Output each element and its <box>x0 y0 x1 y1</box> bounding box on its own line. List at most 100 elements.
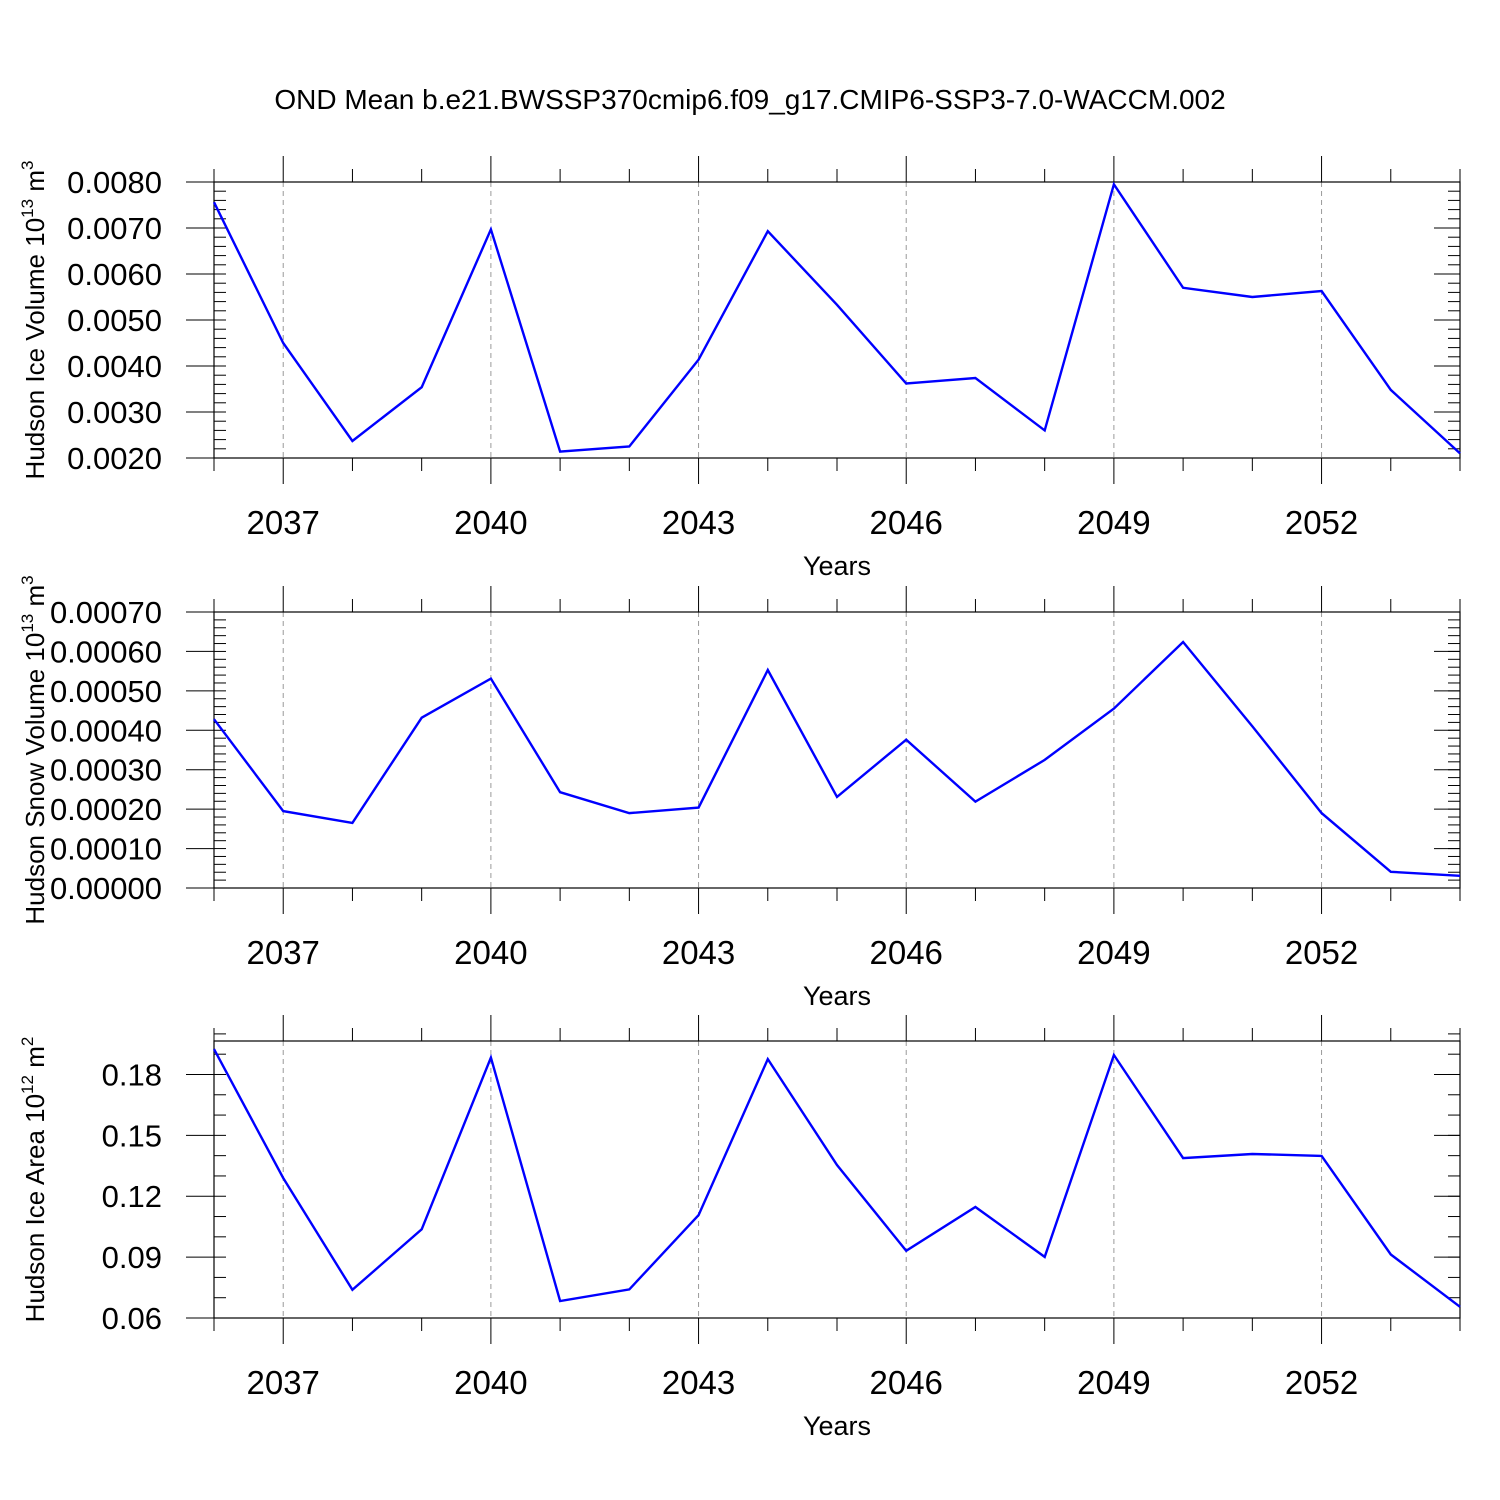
y-tick-label: 0.0060 <box>67 257 162 292</box>
data-point <box>697 1214 699 1216</box>
x-tick-label: 2049 <box>1077 934 1150 971</box>
x-tick-label: 2040 <box>454 934 527 971</box>
y-axis-label: Hudson Ice Volume 1013 m3 <box>18 161 50 480</box>
figure-title: OND Mean b.e21.BWSSP370cmip6.f09_g17.CMI… <box>274 84 1225 115</box>
data-point <box>1251 1153 1253 1155</box>
y-tick-label: 0.0040 <box>67 349 162 384</box>
y-tick-label: 0.12 <box>102 1179 162 1214</box>
y-tick-label: 0.0070 <box>67 211 162 246</box>
x-tick-label: 2049 <box>1077 1364 1150 1401</box>
y-tick-label: 0.0080 <box>67 165 162 200</box>
data-point <box>767 669 769 671</box>
y-tick-label: 0.00060 <box>50 634 162 669</box>
y-tick-label: 0.15 <box>102 1118 162 1153</box>
data-point <box>420 386 422 388</box>
x-tick-label: 2046 <box>870 1364 943 1401</box>
y-tick-label: 0.18 <box>102 1057 162 1092</box>
y-tick-label: 0.00000 <box>50 871 162 906</box>
data-point <box>974 1206 976 1208</box>
data-point <box>767 230 769 232</box>
y-tick-label: 0.00020 <box>50 792 162 827</box>
data-point <box>628 812 630 814</box>
data-point <box>1182 641 1184 643</box>
x-axis-label: Years <box>803 1411 871 1441</box>
x-tick-label: 2046 <box>870 934 943 971</box>
y-tick-label: 0.0030 <box>67 395 162 430</box>
y-axis-label-text: Hudson Snow Volume 10 <box>20 633 50 925</box>
data-point <box>1320 1155 1322 1157</box>
series-line <box>212 181 1461 455</box>
data-point <box>559 450 561 452</box>
y-tick-label: 0.00030 <box>50 753 162 788</box>
y-axis-label-unit: m <box>20 1046 50 1075</box>
y-axis-label-text: Hudson Ice Area 10 <box>20 1094 50 1322</box>
data-point <box>1113 183 1115 185</box>
x-tick-label: 2043 <box>662 934 735 971</box>
y-axis-label: Hudson Snow Volume 1013 m3 <box>18 575 50 924</box>
x-tick-label: 2052 <box>1285 1364 1358 1401</box>
data-point <box>351 822 353 824</box>
data-point <box>1459 875 1461 877</box>
y-tick-label: 0.09 <box>102 1240 162 1275</box>
data-point <box>1390 871 1392 873</box>
y-axis-label-exponent: 12 <box>18 1075 37 1094</box>
data-point <box>490 677 492 679</box>
x-tick-label: 2037 <box>247 1364 320 1401</box>
data-point <box>282 1177 284 1179</box>
x-tick-label: 2040 <box>454 1364 527 1401</box>
data-point <box>1043 429 1045 431</box>
chart-panel-1: 0.0020 0.0030 0.0040 0.0050 0.0060 0.0070 0.00… <box>18 156 1461 581</box>
x-tick-label: 2037 <box>247 934 320 971</box>
data-point <box>1459 452 1461 454</box>
data-point <box>1043 1256 1045 1258</box>
data-point <box>213 718 215 720</box>
y-axis-label-text: Hudson Ice Volume 10 <box>20 218 50 480</box>
y-tick-label: 0.00010 <box>50 832 162 867</box>
y-tick-label: 0.06 <box>102 1301 162 1336</box>
data-point <box>767 1058 769 1060</box>
x-axis-label: Years <box>803 981 871 1011</box>
y-tick-label: 0.00070 <box>50 595 162 630</box>
data-point <box>1182 1157 1184 1159</box>
data-point <box>697 806 699 808</box>
y-tick-label: 0.00040 <box>50 713 162 748</box>
y-axis-label-unit: m <box>20 170 50 199</box>
data-point <box>836 1164 838 1166</box>
data-point <box>1251 725 1253 727</box>
data-point <box>559 791 561 793</box>
data-point <box>1113 707 1115 709</box>
data-point <box>1320 812 1322 814</box>
x-tick-label: 2043 <box>662 1364 735 1401</box>
data-point <box>213 201 215 203</box>
data-point <box>697 358 699 360</box>
data-point <box>836 796 838 798</box>
plot-frame <box>213 181 1461 459</box>
data-point <box>351 1289 353 1291</box>
data-point <box>628 445 630 447</box>
y-tick-label: 0.0050 <box>67 303 162 338</box>
y-tick-label: 0.00050 <box>50 674 162 709</box>
data-point <box>282 810 284 812</box>
y-axis-label-exponent: 13 <box>18 614 37 633</box>
x-tick-label: 2037 <box>247 504 320 541</box>
y-axis-label-unit-exponent: 2 <box>18 1037 37 1046</box>
y-axis-label-exponent: 13 <box>18 199 37 218</box>
y-axis-label: Hudson Ice Area 1012 m2 <box>18 1037 50 1323</box>
chart-panels: 0.0020 0.0030 0.0040 0.0050 0.0060 0.0070 0.00… <box>18 156 1461 1441</box>
series-line <box>212 1048 1461 1308</box>
x-tick-label: 2052 <box>1285 504 1358 541</box>
x-tick-label: 2043 <box>662 504 735 541</box>
data-point <box>1113 1054 1115 1056</box>
plot-frame <box>213 1040 1461 1319</box>
x-tick-label: 2046 <box>870 504 943 541</box>
data-point <box>1390 1253 1392 1255</box>
data-point <box>1320 290 1322 292</box>
x-tick-label: 2040 <box>454 504 527 541</box>
y-axis-label-unit: m <box>20 585 50 614</box>
y-axis-label-unit-exponent: 3 <box>18 161 37 170</box>
data-point <box>490 228 492 230</box>
x-tick-label: 2049 <box>1077 504 1150 541</box>
data-point <box>420 716 422 718</box>
chart-panel-2: 0.00000 0.00010 0.00020 0.00030 0.00040 0.000… <box>18 575 1461 1011</box>
